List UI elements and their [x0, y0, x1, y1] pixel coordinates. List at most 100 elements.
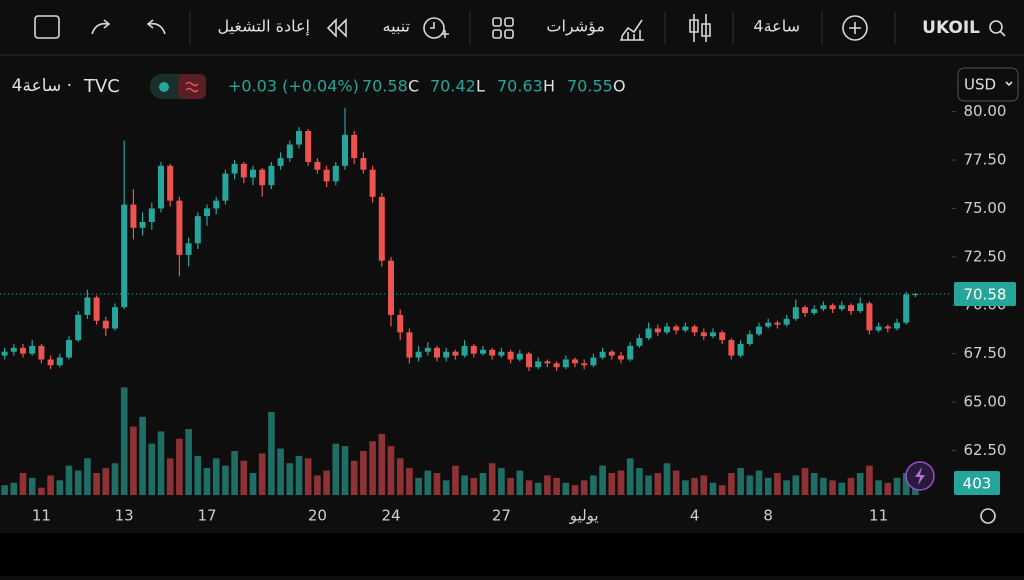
y-tick-label: 72.50 [964, 247, 1007, 265]
volume-bar [820, 477, 827, 495]
volume-bar [65, 465, 73, 495]
volume-bar [829, 480, 836, 495]
volume-bar [350, 460, 358, 495]
x-tick-label: يوليو [569, 507, 599, 525]
candle-body [912, 294, 919, 296]
last-price-tag [954, 282, 1016, 307]
volume-bar [176, 438, 183, 495]
add-icon [849, 22, 861, 34]
volume-bar [636, 468, 643, 495]
candle-body [47, 359, 54, 366]
volume-bar [10, 482, 18, 495]
candle-body [599, 351, 606, 358]
redo-button[interactable] [91, 19, 111, 35]
candle-body [268, 165, 275, 186]
candle-body [415, 351, 422, 358]
fullscreen-button[interactable] [34, 15, 60, 39]
volume-bar [74, 470, 82, 495]
volume-bar [396, 458, 404, 495]
indicators-button[interactable]: مؤشرات [546, 17, 605, 37]
candle-body [296, 130, 302, 145]
volume-bar [774, 473, 781, 495]
volume-bar [479, 473, 487, 495]
chart-type-button[interactable] [689, 14, 711, 42]
candle-body [700, 332, 707, 337]
settings-button[interactable] [980, 508, 996, 524]
volume-bar [875, 480, 882, 495]
candle-body [185, 243, 192, 255]
volume-bar [424, 470, 432, 495]
volume-bar [682, 480, 689, 495]
candle-body [360, 158, 367, 170]
candle-body [286, 144, 293, 159]
volume-bar [525, 480, 533, 495]
candle-body [388, 260, 394, 315]
volume-bar [571, 485, 579, 495]
currency-button[interactable] [957, 67, 1019, 102]
indicators-icon [620, 19, 644, 41]
candle-body [121, 204, 128, 308]
volume-bar [534, 482, 542, 495]
volume-bar [102, 468, 110, 495]
open-letter: O [613, 77, 626, 96]
candle-body [93, 297, 100, 321]
last-price-label: 70.58 [964, 286, 1007, 304]
volume-bar [84, 458, 91, 495]
volume-bar [470, 477, 478, 495]
candle-body [176, 200, 183, 255]
legend: 4ساعة · TVC +0.03 (+0.04%) 70.58 C 70.42… [12, 67, 1019, 102]
candle-body [10, 347, 17, 352]
volume-bar [516, 470, 524, 495]
candle-body [139, 221, 146, 228]
candle-body [277, 158, 284, 166]
volume-bar [47, 475, 54, 495]
volume-bar [203, 468, 211, 495]
undo-button[interactable] [146, 19, 166, 35]
volume-bar [709, 482, 717, 495]
volume-bar [240, 460, 248, 495]
candle-body [857, 303, 864, 312]
y-tick-label: 75.00 [964, 199, 1007, 217]
volume-bar [856, 473, 864, 495]
volume-bar [268, 411, 275, 495]
interval-button[interactable]: 4ساعة [753, 17, 800, 36]
candle-body [480, 349, 486, 354]
replay-button[interactable]: إعادة التشغيل [217, 17, 310, 36]
y-tick-label: 67.50 [964, 344, 1007, 362]
volume-bar [746, 475, 754, 495]
volume-bar [28, 477, 36, 495]
plot [0, 107, 952, 495]
x-tick-label: 4 [690, 507, 700, 525]
candle-body [507, 351, 514, 360]
layout-button[interactable] [492, 17, 514, 39]
candle-body [581, 363, 588, 366]
candle-body [562, 359, 569, 368]
volume-bar [442, 480, 450, 495]
volume-bar [415, 477, 422, 495]
high-value: 70.63 [497, 77, 543, 96]
volume-bar [304, 458, 312, 495]
candle-body [424, 347, 431, 352]
search-icon-handle [999, 30, 1006, 37]
search-icon[interactable] [989, 20, 1003, 34]
candle-body [866, 303, 873, 331]
candle-body [608, 351, 615, 356]
candle-body [838, 305, 845, 310]
volume-bar [341, 446, 349, 495]
add-symbol-button[interactable] [842, 15, 868, 41]
currency: USD [964, 76, 996, 94]
close-letter: C [408, 77, 419, 96]
candle-body [397, 314, 404, 333]
replay-icon [326, 18, 347, 38]
volume-bar [139, 416, 146, 495]
candle-body [498, 351, 505, 356]
volume-tag [954, 471, 1000, 495]
candle-body [75, 314, 82, 341]
volume-bar [599, 465, 606, 495]
volume-bar [433, 473, 441, 495]
alert-button[interactable]: تنبيه [382, 17, 410, 36]
symbol[interactable]: UKOIL [922, 18, 980, 38]
volume-bar [562, 482, 570, 495]
